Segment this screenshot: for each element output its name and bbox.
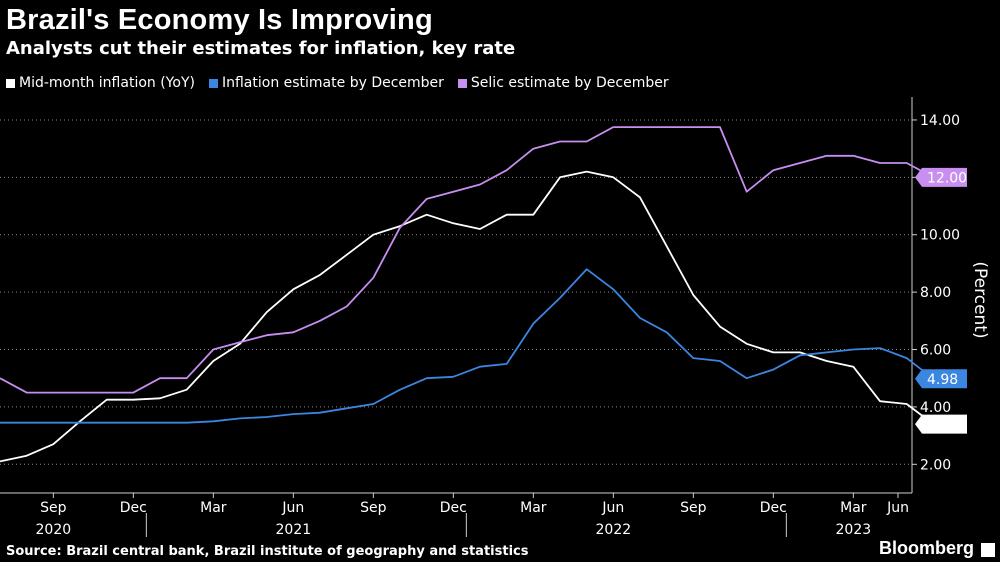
last-value-tag-inflation-estimate xyxy=(915,369,967,389)
x-tick-label-1: Dec xyxy=(120,500,147,516)
year-label-2: 2022 xyxy=(596,522,632,538)
x-tick-label-4: Sep xyxy=(360,500,387,516)
x-tick-label-8: Sep xyxy=(680,500,707,516)
y-tick-label-1: 4.00 xyxy=(920,400,951,416)
series-line-inflation xyxy=(0,170,934,463)
x-tick-label-3: Jun xyxy=(281,500,304,516)
x-tick-label-0: Sep xyxy=(40,500,67,516)
x-tick-label-9: Dec xyxy=(760,500,787,516)
x-tick-label-6: Mar xyxy=(520,500,547,516)
legend-swatch-selic-estimate xyxy=(457,78,467,88)
y-tick-label-2: 6.00 xyxy=(920,343,951,359)
y-tick-label-6: 14.00 xyxy=(920,113,960,129)
legend-label-inflation: Mid-month inflation (YoY) xyxy=(19,75,195,91)
series-line-selic-estimate xyxy=(0,126,934,394)
legend-label-inflation-estimate: Inflation estimate by December xyxy=(221,75,444,91)
legend-swatch-inflation xyxy=(6,78,15,88)
legend-item-selic-estimate: Selic estimate by December xyxy=(457,75,669,91)
legend-swatch-inflation-estimate xyxy=(208,78,218,88)
last-value-label-inflation-estimate: 4.98 xyxy=(927,372,958,388)
x-tick-label-7: Jun xyxy=(601,500,624,516)
last-value-tag-inflation xyxy=(915,414,967,434)
last-value-tag-selic-estimate xyxy=(915,167,967,187)
y-tick-label-4: 10.00 xyxy=(920,228,960,244)
x-tick-label-2: Mar xyxy=(200,500,227,516)
last-value-label-selic-estimate: 12.00 xyxy=(927,170,967,186)
year-label-0: 2020 xyxy=(36,522,72,538)
chart-subtitle: Analysts cut their estimates for inflati… xyxy=(6,38,516,59)
x-tick-label-11: Jun xyxy=(886,500,909,516)
bloomberg-mark-icon xyxy=(981,543,995,557)
x-tick-label-5: Dec xyxy=(440,500,467,516)
series-line-inflation-estimate xyxy=(0,268,934,424)
y-tick-label-0: 2.00 xyxy=(920,457,951,473)
legend: Mid-month inflation (YoY) Inflation esti… xyxy=(6,75,669,91)
y-axis-title: (Percent) xyxy=(970,261,990,338)
y-tick-label-3: 8.00 xyxy=(920,285,951,301)
x-tick-label-10: Mar xyxy=(840,500,867,516)
year-label-3: 2023 xyxy=(836,522,872,538)
legend-label-selic-estimate: Selic estimate by December xyxy=(470,75,669,91)
year-label-1: 2021 xyxy=(276,522,312,538)
legend-item-inflation: Mid-month inflation (YoY) xyxy=(6,75,195,91)
last-value-label-inflation: 3.40 xyxy=(927,417,958,433)
legend-item-inflation-estimate: Inflation estimate by December xyxy=(208,75,444,91)
chart-title: Brazil's Economy Is Improving xyxy=(6,4,433,36)
bloomberg-logo: Bloomberg xyxy=(878,538,974,558)
source-note: Source: Brazil central bank, Brazil inst… xyxy=(6,544,529,559)
